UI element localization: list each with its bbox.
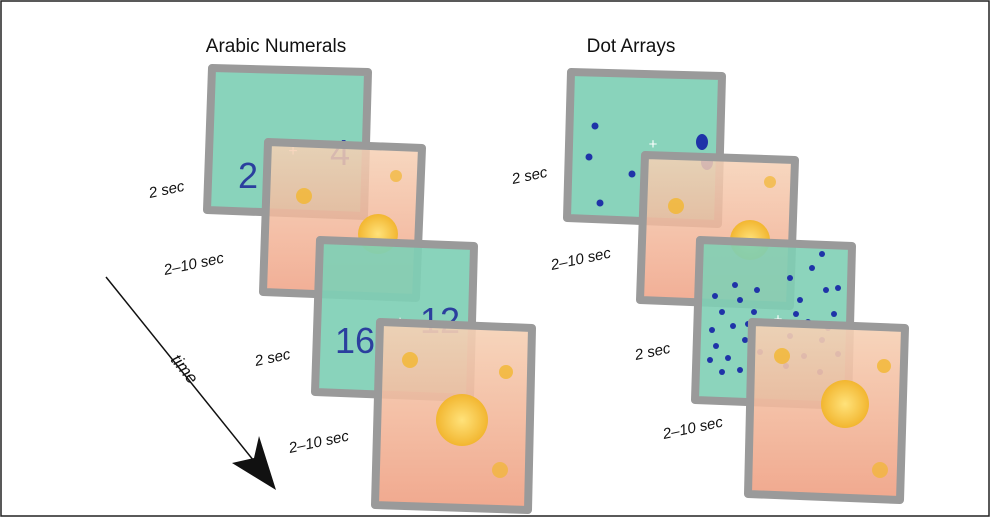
flower-image (668, 198, 684, 214)
time-arrow (105, 276, 276, 490)
duration-label: 2–10 sec (548, 245, 613, 275)
arabic-isi-frame-2 (371, 318, 536, 514)
left-numeral: 2 (238, 155, 258, 196)
column-title-arabic: Arabic Numerals (206, 36, 346, 57)
duration-label: 2–10 sec (161, 250, 226, 280)
sun-image (436, 394, 488, 446)
flower-image (774, 348, 790, 364)
flower-image (499, 365, 513, 379)
duration-label: 2 sec (509, 164, 549, 188)
duration-label: 2 sec (146, 178, 186, 202)
flower-image (764, 176, 776, 188)
duration-label: 2–10 sec (660, 414, 725, 444)
flower-image (296, 188, 312, 204)
duration-label: 2–10 sec (286, 428, 351, 458)
time-axis-label: time (167, 351, 202, 388)
flower-image (877, 359, 891, 373)
flower-image (492, 462, 508, 478)
flower-image (402, 352, 418, 368)
duration-label: 2 sec (252, 346, 292, 370)
dot-isi-frame-2 (744, 318, 909, 504)
flower-image (390, 170, 402, 182)
sun-image (821, 380, 869, 428)
flower-image (872, 462, 888, 478)
left-numeral: 16 (335, 320, 375, 361)
column-title-dots: Dot Arrays (587, 36, 676, 57)
fixation-cross: + (649, 136, 658, 153)
duration-label: 2 sec (632, 340, 672, 364)
